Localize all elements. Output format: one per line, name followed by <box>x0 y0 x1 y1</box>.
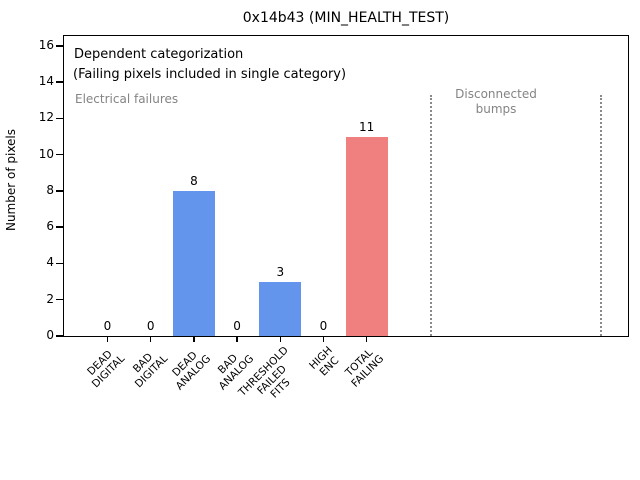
annotation-disconnected-line2: bumps <box>475 102 517 116</box>
y-tick-mark <box>56 153 63 156</box>
chart-title: 0x14b43 (MIN_HEALTH_TEST) <box>242 10 450 26</box>
x-tick-mark <box>236 336 238 342</box>
x-tick-mark <box>279 336 282 342</box>
x-tick-label: DEAD DIGITAL <box>84 348 127 391</box>
y-tick-mark <box>56 81 63 83</box>
x-tick-mark <box>149 336 152 342</box>
y-tick-mark <box>56 117 63 120</box>
y-tick-label: 0 <box>46 328 54 342</box>
y-tick-label: 8 <box>46 182 54 197</box>
annotation-failing-pixels-note: (Failing pixels included in single categ… <box>73 67 347 82</box>
y-tick-mark <box>56 335 63 337</box>
x-tick-label: DEAD ANALOG <box>169 349 213 393</box>
y-axis-label: Number of pixels <box>4 128 18 232</box>
x-tick-label: HIGH ENC <box>306 344 341 379</box>
y-tick-label: 14 <box>38 74 54 89</box>
bar-value-label: 0 <box>103 319 112 333</box>
x-tick-mark <box>365 336 368 342</box>
x-tick-mark <box>322 336 325 342</box>
y-tick-mark <box>56 298 63 301</box>
y-tick-label: 16 <box>38 37 54 52</box>
x-tick-mark <box>193 336 195 342</box>
x-tick-label: TOTAL FAILING <box>342 346 386 390</box>
y-tick-label: 12 <box>38 110 54 125</box>
x-tick-label: BAD DIGITAL <box>130 350 170 391</box>
y-tick-mark <box>56 226 63 228</box>
y-tick-label: 2 <box>46 291 54 306</box>
y-tick-label: 10 <box>38 146 54 161</box>
x-tick-mark <box>106 336 109 342</box>
y-tick-mark <box>56 190 63 192</box>
plot-area: 0 2 4 6 8 10 12 14 16 0 DEAD DIGITAL 0 BAD DIGITAL 8 D… <box>39 35 629 400</box>
y-tick-label: 6 <box>46 219 54 234</box>
separator-dotted-line <box>430 94 432 336</box>
bar <box>172 190 215 336</box>
bar-value-label: 0 <box>146 319 155 333</box>
separator-dotted-line <box>600 94 602 336</box>
annotation-electrical-failures: Electrical failures <box>75 92 179 106</box>
annotation-disconnected-line1: Disconnected <box>455 87 537 101</box>
bar <box>345 136 388 336</box>
bar-value-label: 11 <box>359 119 375 134</box>
y-tick-mark <box>56 45 63 47</box>
annotation-disconnected-bumps: Disconnected bumps <box>455 87 537 117</box>
y-tick-label: 4 <box>46 255 54 270</box>
bar-value-label: 0 <box>233 319 241 333</box>
bar <box>259 281 302 336</box>
bar-value-label: 3 <box>276 264 285 279</box>
annotation-dependent-categorization: Dependent categorization <box>74 47 244 62</box>
bar-value-label: 8 <box>190 173 198 188</box>
y-tick-mark <box>56 262 63 265</box>
bar-value-label: 0 <box>319 319 328 333</box>
